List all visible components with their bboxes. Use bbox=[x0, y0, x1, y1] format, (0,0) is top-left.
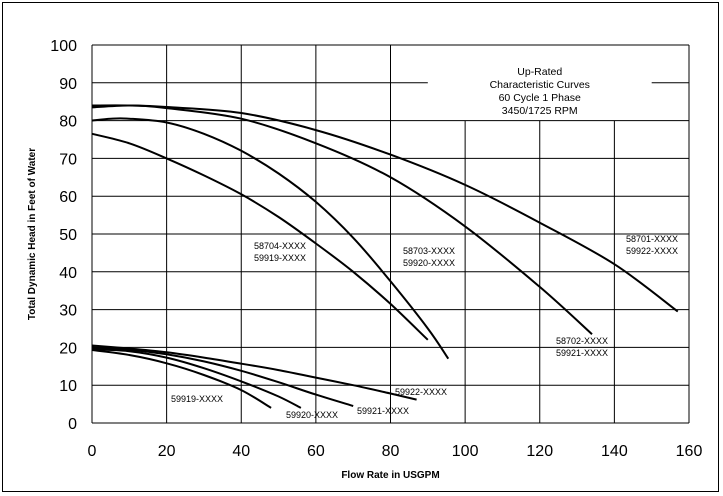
y-tick-label: 10 bbox=[59, 378, 77, 395]
y-tick-label: 50 bbox=[59, 227, 77, 244]
grid-layer bbox=[91, 44, 690, 424]
curve-label: 59921-XXXX bbox=[357, 406, 409, 416]
curve-series-6 bbox=[91, 346, 354, 407]
y-tick-label: 80 bbox=[59, 114, 77, 131]
curve-label: 58703-XXXX bbox=[403, 246, 455, 256]
curve-label: 59920-XXXX bbox=[403, 258, 455, 268]
curve-series-3 bbox=[91, 117, 450, 360]
curve-label: 58701-XXXX bbox=[626, 234, 678, 244]
curve-series-4 bbox=[91, 132, 429, 341]
x-tick-label: 0 bbox=[88, 443, 97, 460]
x-tick-label: 140 bbox=[601, 443, 628, 460]
curve-label: 59921-XXXX bbox=[556, 348, 608, 358]
y-tick-label: 0 bbox=[68, 416, 77, 433]
curve-label: 59919-XXXX bbox=[171, 394, 223, 404]
curve-label-layer: 58701-XXXX 59922-XXXX 58702-XXXX 59921-XXXX… bbox=[171, 234, 678, 420]
x-tick-label: 80 bbox=[382, 443, 400, 460]
curve-series-8 bbox=[91, 349, 272, 409]
curve-series-1 bbox=[91, 104, 679, 313]
info-line: Up-Rated bbox=[517, 66, 562, 78]
curve-label: 59920-XXXX bbox=[286, 410, 338, 420]
x-tick-label: 160 bbox=[676, 443, 703, 460]
x-tick-label: 40 bbox=[232, 443, 250, 460]
y-axis-title: Total Dynamic Head in Feet of Water bbox=[27, 148, 38, 320]
curve-label: 59922-XXXX bbox=[395, 387, 447, 397]
curve-label: 58704-XXXX bbox=[254, 241, 306, 251]
tick-label-layer: 0 20 40 60 80 100 120 140 160 0 10 20 30 40 50 60 70 80 90… bbox=[50, 38, 702, 460]
info-line: 60 Cycle 1 Phase bbox=[499, 92, 581, 104]
y-tick-label: 30 bbox=[59, 303, 77, 320]
y-tick-label: 100 bbox=[50, 38, 77, 55]
curve-series-7 bbox=[91, 348, 302, 409]
curve-layer bbox=[91, 104, 679, 409]
y-tick-label: 70 bbox=[59, 151, 77, 168]
curve-series-5 bbox=[91, 344, 417, 401]
y-tick-label: 40 bbox=[59, 265, 77, 282]
chart-frame bbox=[2, 2, 719, 492]
x-tick-label: 120 bbox=[526, 443, 553, 460]
curve-label: 58702-XXXX bbox=[556, 336, 608, 346]
y-tick-label: 20 bbox=[59, 340, 77, 357]
y-tick-label: 90 bbox=[59, 76, 77, 93]
info-line: Characteristic Curves bbox=[490, 79, 590, 91]
info-line: 3450/1725 RPM bbox=[502, 105, 578, 117]
x-tick-label: 100 bbox=[452, 443, 479, 460]
curve-label: 59922-XXXX bbox=[626, 246, 678, 256]
x-tick-label: 20 bbox=[158, 443, 176, 460]
curve-label: 59919-XXXX bbox=[254, 253, 306, 263]
x-tick-label: 60 bbox=[307, 443, 325, 460]
curve-series-2 bbox=[91, 104, 593, 335]
x-axis-title: Flow Rate in USGPM bbox=[341, 470, 439, 481]
y-tick-label: 60 bbox=[59, 189, 77, 206]
